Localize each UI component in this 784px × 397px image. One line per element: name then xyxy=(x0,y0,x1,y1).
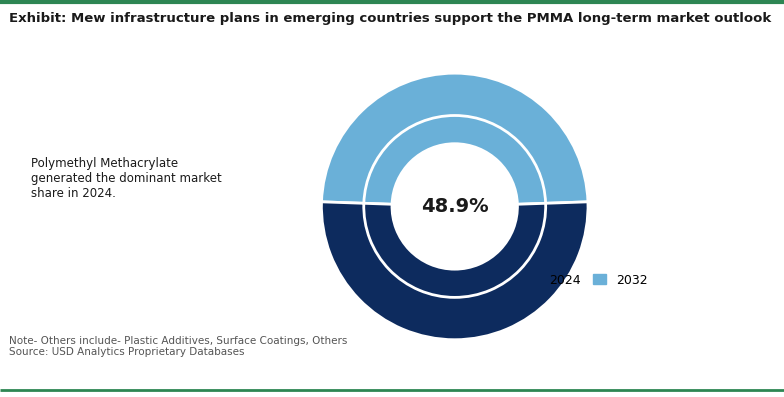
Wedge shape xyxy=(364,203,546,297)
Text: Polymethyl Methacrylate
generated the dominant market
share in 2024.: Polymethyl Methacrylate generated the do… xyxy=(31,157,222,200)
Wedge shape xyxy=(321,73,588,203)
Legend: 2024, 2032: 2024, 2032 xyxy=(521,268,652,291)
Text: Exhibit: Mew infrastructure plans in emerging countries support the PMMA long-te: Exhibit: Mew infrastructure plans in eme… xyxy=(9,12,771,25)
Text: 48.9%: 48.9% xyxy=(421,197,488,216)
Text: Note- Others include- Plastic Additives, Surface Coatings, Others
Source: USD An: Note- Others include- Plastic Additives,… xyxy=(9,336,348,357)
Wedge shape xyxy=(364,116,546,204)
Wedge shape xyxy=(321,202,588,340)
